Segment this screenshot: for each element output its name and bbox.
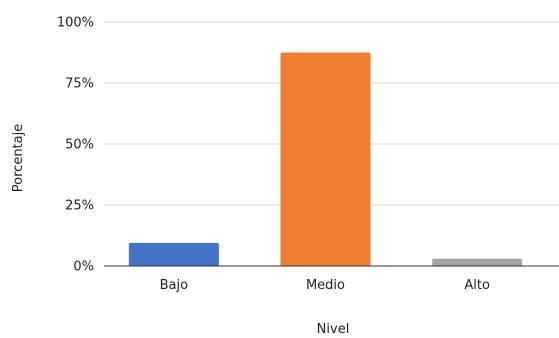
y-tick-label: 25% [65,199,94,214]
x-axis-ticks: Bajo Medio Alto [160,278,490,293]
y-axis-title: Porcentaje [11,124,26,192]
x-tick-label: Medio [306,278,345,293]
y-tick-label: 100% [57,16,94,31]
bar-alto [432,258,523,266]
x-tick-label: Bajo [160,278,188,293]
bar-bajo [128,242,219,266]
x-axis-title: Nivel [317,322,350,337]
bars [128,52,523,266]
bar-medio [280,52,371,266]
y-tick-label: 75% [65,77,94,92]
x-tick-label: Alto [464,278,490,293]
y-tick-label: 0% [73,260,94,275]
y-tick-label: 50% [65,138,94,153]
y-axis-ticks: 0% 25% 50% 75% 100% [57,16,94,275]
